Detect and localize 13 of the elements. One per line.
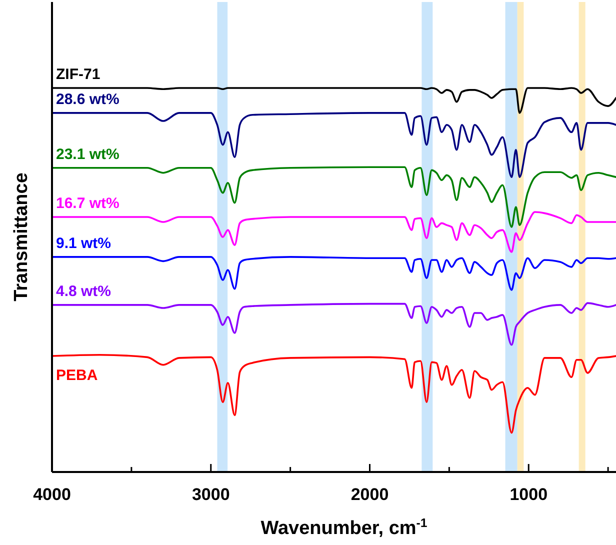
x-tick-label: 4000: [33, 485, 71, 504]
x-tick-label: 3000: [192, 485, 230, 504]
series-label: PEBA: [56, 367, 98, 384]
series-label: 9.1 wt%: [56, 234, 112, 252]
series-label: 16.7 wt%: [56, 195, 120, 212]
x-tick-label: 2000: [350, 485, 389, 504]
y-axis-title: Transmittance: [11, 172, 32, 302]
series-label: 23.1 wt%: [56, 146, 120, 163]
series-label: 28.6 wt%: [56, 90, 120, 108]
series-label: 4.8 wt%: [56, 282, 112, 300]
x-tick-label: 1000: [510, 485, 548, 504]
x-axis-title: Wavenumber, cm$^{-1}$: [260, 516, 428, 539]
series-label: ZIF-71: [56, 66, 100, 83]
